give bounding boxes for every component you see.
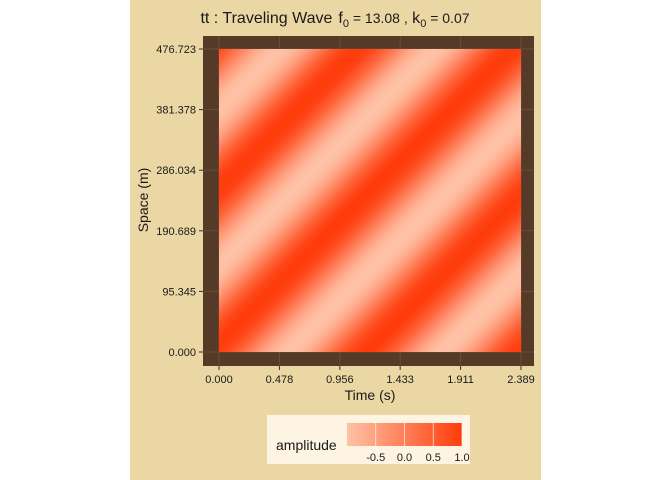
y-axis: 0.000 95.345 190.689 286.034 381.378 476.723 <box>156 44 203 359</box>
x-axis: 0.000 0.478 0.956 1.433 1.911 2.389 <box>205 366 535 386</box>
y-axis-title: Space (m) <box>135 168 151 233</box>
chart-title-k-value: = 0.07 <box>426 10 469 26</box>
legend-tick-label: -0.5 <box>366 452 385 464</box>
chart-title-k-symbol: k <box>408 10 421 27</box>
legend-tick-label: 0.5 <box>426 452 441 464</box>
legend-tick-label: 0.0 <box>397 452 412 464</box>
x-tick-label: 2.389 <box>507 374 535 386</box>
chart-title-k-subscript: 0 <box>420 18 426 30</box>
x-tick-label: 0.478 <box>266 374 294 386</box>
heatmap-canvas <box>219 49 521 352</box>
chart-title-f-value: = 13.08 , <box>349 10 408 26</box>
chart-title-prefix: tt : Traveling Wave <box>200 10 332 27</box>
x-axis-title: Time (s) <box>345 387 396 403</box>
x-tick-label: 0.000 <box>205 374 233 386</box>
chart-title-f-symbol: f <box>338 10 343 27</box>
chart-title-f-subscript: 0 <box>343 18 349 30</box>
y-tick-label: 381.378 <box>156 105 196 117</box>
y-tick-label: 286.034 <box>156 165 196 177</box>
y-tick-label: 0.000 <box>168 347 196 359</box>
x-tick-label: 1.433 <box>386 374 414 386</box>
y-tick-label: 476.723 <box>156 44 196 56</box>
legend: amplitude -0.5 0.0 0.5 1.0 <box>267 415 470 464</box>
legend-title: amplitude <box>276 437 337 453</box>
legend-ticks: -0.5 0.0 0.5 1.0 <box>366 423 470 464</box>
x-tick-label: 1.911 <box>447 374 474 386</box>
heatmap-container <box>219 49 521 352</box>
legend-tick-label: 1.0 <box>454 452 469 464</box>
y-tick-label: 190.689 <box>156 226 196 238</box>
chart-title: tt : Traveling Wave f0 = 13.08 , k0 = 0.0… <box>200 10 469 30</box>
y-tick-label: 95.345 <box>162 286 196 298</box>
x-tick-label: 0.956 <box>326 374 354 386</box>
